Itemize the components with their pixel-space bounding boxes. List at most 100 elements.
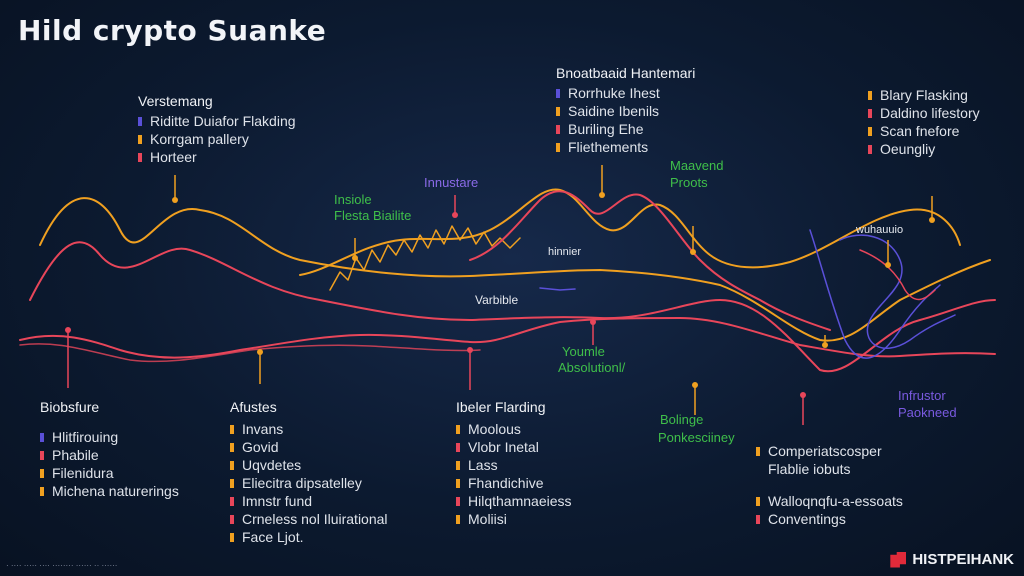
legend-item: Govid	[230, 438, 388, 456]
annotation-infrustor: Infrustor	[898, 388, 946, 403]
legend-item: Invans	[230, 420, 388, 438]
pin-dot	[172, 197, 178, 203]
series-line-red-b	[19, 317, 996, 359]
legend-swatch	[456, 442, 460, 452]
legend-label: Saidine Ibenils	[568, 103, 660, 119]
legend-item: Horteer	[138, 148, 296, 166]
legend-label: Scan fnefore	[880, 123, 960, 139]
legend-swatch	[230, 478, 234, 488]
legend-label: Invans	[242, 421, 284, 437]
legend-swatch	[556, 88, 560, 98]
legend-swatch	[868, 144, 872, 154]
legend-label: Horteer	[150, 149, 197, 165]
legend-swatch	[138, 152, 142, 162]
legend-item: Fhandichive	[456, 474, 572, 492]
legend-swatch	[40, 468, 44, 478]
annotation-varbible: Varbible	[475, 293, 519, 307]
pin-dot	[452, 212, 458, 218]
legend-label: Walloqnqfu-a-essoats	[768, 493, 903, 509]
pin-dot	[885, 262, 891, 268]
legend-top-right: Blary Flasking Daldino lifestory Scan fn…	[868, 86, 980, 158]
pin-dot	[352, 255, 358, 261]
legend-item: Eliecitra dipsatelley	[230, 474, 388, 492]
legend-item: Korrgam pallery	[138, 130, 296, 148]
annotation-insiole: Insiole	[334, 192, 372, 207]
legend-item: Phabile	[40, 446, 179, 464]
legend-label: Filenidura	[52, 465, 114, 481]
annotation-proots: Proots	[670, 175, 708, 190]
legend-bottom-3: Ibeler Flarding Moolous Vlobr Inetal Las…	[456, 398, 572, 528]
pin-dot	[599, 192, 605, 198]
legend-label: Michena naturerings	[52, 483, 179, 499]
legend-swatch	[868, 126, 872, 136]
legend-item: Conventings	[756, 510, 903, 528]
legend-label: Flablie iobuts	[768, 461, 851, 477]
legend-item: Walloqnqfu-a-essoats	[756, 492, 903, 510]
pin-dot	[590, 319, 596, 325]
legend-swatch	[868, 108, 872, 118]
legend-item: Face Ljot.	[230, 528, 388, 546]
legend-label: Korrgam pallery	[150, 131, 249, 147]
legend-label: Buriling Ehe	[568, 121, 644, 137]
legend-item: Lass	[456, 456, 572, 474]
legend-swatch	[230, 460, 234, 470]
legend-item: Riditte Duiafor Flakding	[138, 112, 296, 130]
legend-label: Hilqthamnaeiess	[468, 493, 572, 509]
pin-dot	[65, 327, 71, 333]
legend-label: Crneless nol Iluirational	[242, 511, 388, 527]
legend-swatch	[230, 532, 234, 542]
legend-label: Fhandichive	[468, 475, 544, 491]
legend-label: Moolous	[468, 421, 521, 437]
legend-swatch	[456, 424, 460, 434]
legend-item: Moliisi	[456, 510, 572, 528]
legend-swatch	[556, 142, 560, 152]
legend-bottom-2: Afustes Invans Govid Uqvdetes Eliecitra …	[230, 398, 388, 546]
legend-swatch	[138, 134, 142, 144]
pin-dot	[257, 349, 263, 355]
legend-item: Fliethements	[556, 138, 695, 156]
legend-label: Riditte Duiafor Flakding	[150, 113, 296, 129]
legend-label: Comperiatscosper	[768, 443, 882, 459]
legend-item: Buriling Ehe	[556, 120, 695, 138]
series-line-red-c	[19, 343, 481, 363]
legend-item: Uqvdetes	[230, 456, 388, 474]
series-line-orange-spiky	[329, 225, 521, 291]
legend-swatch	[138, 116, 142, 126]
legend-label: Oeungliy	[880, 141, 936, 157]
annotation-wuhauuio: wuhauuio	[856, 224, 904, 236]
legend-item: Hilqthamnaeiess	[456, 492, 572, 510]
legend-header: Ibeler Flarding	[456, 399, 546, 415]
legend-swatch	[456, 478, 460, 488]
legend-label: Daldino lifestory	[880, 105, 980, 121]
legend-header: Biobsfure	[40, 399, 100, 415]
legend-swatch	[756, 496, 760, 506]
legend-label: Eliecitra dipsatelley	[242, 475, 362, 491]
annotation-absolution: Absolutionl/	[558, 360, 626, 375]
legend-swatch	[456, 496, 460, 506]
legend-swatch	[230, 442, 234, 452]
legend-label: Lass	[468, 457, 498, 473]
legend-item: Filenidura	[40, 464, 179, 482]
series-line-purple-c	[539, 287, 576, 291]
legend-label: Moliisi	[468, 511, 507, 527]
legend-swatch	[556, 124, 560, 134]
footnote: · ···· ····· ···· ········ ······ ·· ···…	[6, 561, 118, 570]
legend-item: Hlitfirouing	[40, 428, 179, 446]
legend-item: Rorrhuke Ihest	[556, 84, 695, 102]
legend-item: Michena naturerings	[40, 482, 179, 500]
pin-dot	[690, 249, 696, 255]
legend-item: Moolous	[456, 420, 572, 438]
legend-item: Imnstr fund	[230, 492, 388, 510]
legend-item: Scan fnefore	[868, 122, 980, 140]
annotation-paokneed: Paokneed	[898, 405, 957, 420]
series-line-red-d	[469, 190, 831, 331]
legend-item: Saidine Ibenils	[556, 102, 695, 120]
legend-swatch	[230, 514, 234, 524]
legend-label: Govid	[242, 439, 279, 455]
pin-dot	[822, 342, 828, 348]
legend-bottom-1: Biobsfure Hlitfirouing Phabile Filenidur…	[40, 398, 179, 500]
pin-dot	[692, 382, 698, 388]
legend-swatch	[556, 106, 560, 116]
watermark: HISTPEIHANK	[890, 551, 1014, 568]
